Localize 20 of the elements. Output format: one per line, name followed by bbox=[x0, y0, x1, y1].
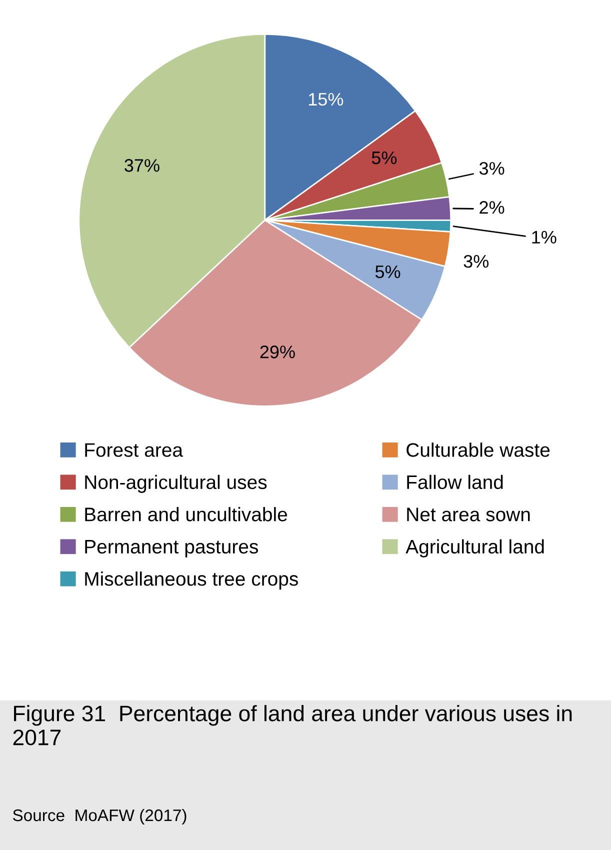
data-label: 5% bbox=[372, 151, 397, 164]
legend-label: Forest area bbox=[85, 443, 184, 457]
legend-label: Culturable waste bbox=[406, 442, 550, 457]
data-label: 1% bbox=[532, 230, 556, 244]
data-label: 2% bbox=[480, 201, 504, 214]
legend-label: Permanent pastures bbox=[85, 540, 258, 558]
data-label: 29% bbox=[260, 346, 295, 358]
legend-label: Agricultural land bbox=[406, 539, 544, 558]
legend-label: Non-agricultural uses bbox=[85, 474, 267, 493]
legend-label: Net area sown bbox=[407, 508, 530, 522]
data-label: 5% bbox=[375, 265, 400, 278]
data-label: 37% bbox=[124, 159, 160, 172]
data-label: 3% bbox=[464, 254, 489, 268]
text: Figure 31 Percentage of land area under various uses in 2017 bbox=[13, 705, 572, 746]
legend-label: Fallow land bbox=[407, 474, 503, 490]
legend-label: Miscellaneous tree crops bbox=[85, 572, 298, 590]
source-note: Source MoAFW (2017) bbox=[12, 808, 186, 824]
data-label: 15% bbox=[308, 92, 344, 106]
legend-label: Barren and uncultivable bbox=[85, 507, 288, 522]
data-label: 3% bbox=[479, 162, 504, 175]
